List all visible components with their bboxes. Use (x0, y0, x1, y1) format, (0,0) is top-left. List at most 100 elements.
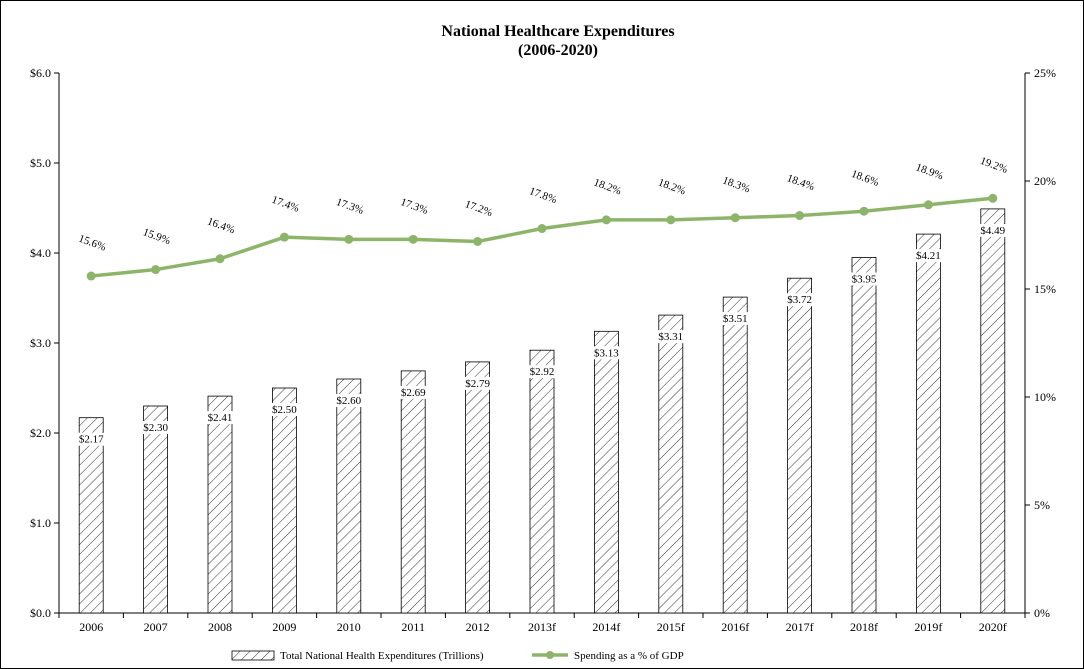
gdp-point (537, 224, 547, 234)
x-tick-label: 2007 (144, 620, 168, 634)
bar-data-label: $3.31 (658, 331, 683, 343)
bar-label-bg (332, 394, 365, 407)
gdp-data-label: 18.6% (850, 168, 881, 189)
bar-label-bg (912, 249, 945, 263)
gdp-data-label: 19.2% (978, 155, 1009, 176)
gdp-data-label: 17.8% (528, 185, 559, 206)
gdp-data-label: 17.4% (270, 194, 301, 215)
gdp-point (151, 265, 161, 275)
chart-subtitle: (2006-2020) (518, 42, 598, 59)
bar-label-bg (204, 411, 236, 425)
bar-label-bg (848, 272, 880, 286)
bar (916, 233, 941, 614)
gdp-point (859, 206, 869, 216)
x-tick-label: 2015f (657, 620, 685, 634)
gdp-data-label: 15.9% (141, 226, 172, 247)
bar-label-bg (590, 346, 623, 360)
x-tick-label: 2012 (466, 620, 490, 634)
bar-data-label: $2.17 (79, 434, 104, 446)
gdp-data-label: 17.3% (399, 196, 430, 217)
bar (271, 387, 297, 614)
legend-bar-label: Total National Health Expenditures (Tril… (280, 650, 484, 662)
legend-line-label: Spending as a % of GDP (574, 650, 684, 662)
right-tick-label: 15% (1034, 282, 1056, 296)
gdp-point (923, 200, 933, 210)
right-tick-label: 10% (1034, 390, 1056, 404)
gdp-point (279, 232, 289, 242)
gdp-data-label: 18.2% (592, 177, 623, 198)
bar-data-label: $3.72 (787, 294, 812, 306)
bar-label-bg (654, 330, 687, 344)
bar-data-label: $3.51 (723, 313, 748, 325)
gdp-point (408, 234, 418, 244)
bar-label-bg (139, 421, 172, 434)
gdp-data-label: 18.3% (721, 174, 752, 195)
bar (336, 378, 362, 614)
bar-data-label: $2.92 (530, 366, 555, 378)
x-tick-label: 2011 (401, 620, 425, 634)
bar-data-label: $2.69 (401, 387, 426, 399)
bar-data-label: $2.30 (143, 422, 168, 434)
bar-data-label: $3.95 (852, 274, 877, 286)
left-tick-label: $2.0 (30, 426, 51, 440)
left-tick-label: $4.0 (30, 246, 51, 260)
x-tick-label: 2009 (272, 620, 296, 634)
left-tick-label: $5.0 (30, 156, 51, 170)
x-tick-label: 2006 (79, 620, 103, 634)
x-tick-label: 2019f (914, 620, 942, 634)
bar-label-bg (397, 385, 430, 399)
bar-label-bg (976, 223, 1009, 237)
bar (78, 417, 104, 614)
bar-data-label: $4.21 (916, 250, 941, 262)
bar-label-bg (719, 312, 752, 326)
left-tick-label: $1.0 (30, 516, 51, 530)
x-tick-label: 2016f (721, 620, 749, 634)
x-tick-label: 2017f (786, 620, 814, 634)
right-tick-label: 5% (1034, 498, 1050, 512)
bar-label-bg (75, 432, 108, 446)
right-tick-label: 25% (1034, 66, 1056, 80)
gdp-point (215, 254, 225, 264)
bar-data-label: $4.49 (980, 225, 1005, 237)
x-tick-label: 2013f (528, 620, 556, 634)
bar-data-label: $2.41 (208, 412, 233, 424)
bar (529, 349, 555, 614)
left-tick-label: $6.0 (30, 66, 51, 80)
gdp-point (344, 234, 354, 244)
gdp-point (86, 271, 96, 281)
gdp-data-label: 17.3% (334, 196, 365, 217)
bar (851, 257, 877, 614)
gdp-point (666, 215, 676, 225)
legend: Total National Health Expenditures (Tril… (231, 650, 684, 662)
bar (722, 296, 748, 614)
bar (143, 405, 169, 614)
gdp-point (795, 211, 805, 221)
bar-data-label: $2.50 (272, 404, 297, 416)
x-tick-label: 2010 (337, 620, 361, 634)
bar (594, 330, 619, 614)
bar (980, 208, 1006, 614)
bar (787, 277, 812, 614)
gdp-data-label: 15.6% (77, 233, 108, 254)
gdp-data-label: 18.9% (914, 161, 945, 182)
bar-label-bg (526, 365, 558, 379)
right-tick-label: 0% (1034, 606, 1050, 620)
gdp-point (988, 193, 998, 203)
x-tick-label: 2008 (208, 620, 232, 634)
gdp-data-label: 18.2% (656, 177, 687, 198)
x-tick-label: 2014f (592, 620, 620, 634)
bar (207, 395, 233, 614)
bar-data-label: $3.13 (594, 347, 619, 359)
gdp-data-label: 17.2% (463, 198, 494, 219)
gdp-data-label: 16.4% (206, 215, 237, 236)
bar (465, 361, 491, 614)
bar-label-bg (268, 403, 301, 416)
gdp-point (601, 215, 611, 225)
bar-label-bg (783, 293, 816, 307)
bar-data-label: $2.60 (336, 395, 361, 407)
right-tick-label: 20% (1034, 174, 1056, 188)
bar (658, 314, 684, 614)
left-tick-label: $0.0 (30, 606, 51, 620)
chart-title: National Healthcare Expenditures (441, 23, 674, 40)
legend-line-marker (546, 651, 554, 659)
